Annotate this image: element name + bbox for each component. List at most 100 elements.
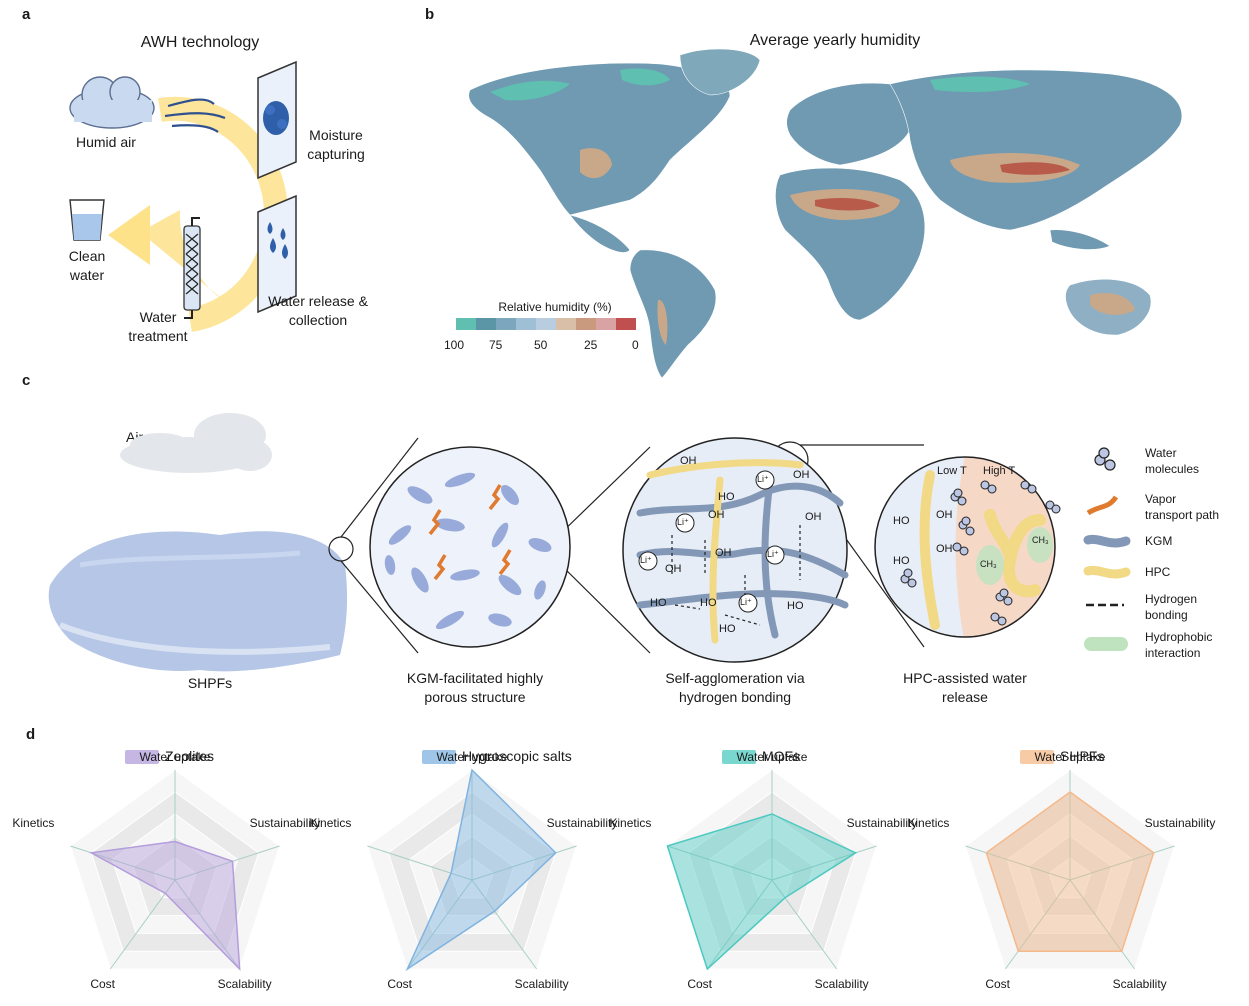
radar-data-polygon: [985, 791, 1155, 952]
water-treatment-column-icon: [183, 217, 201, 319]
material-name-2: MOFs: [762, 748, 801, 764]
legend-hpc: HPC: [1145, 565, 1171, 579]
li-ion-5: Li⁺: [757, 474, 769, 484]
radar-chart-3: [964, 769, 1176, 970]
radar-axis-label: Scalability: [1112, 976, 1167, 991]
radar-axis-label: Kinetics: [609, 816, 652, 830]
panel-label-d: d: [26, 726, 36, 743]
radar-axis-line: [771, 879, 838, 970]
radar-axis-label: Scalability: [514, 976, 569, 991]
awh-cycle-diagram: [69, 60, 297, 332]
water-treatment-label: Water treatment: [128, 309, 188, 344]
radar-axis-line: [367, 845, 473, 881]
ho-label-6: HO: [893, 515, 910, 527]
ho-label-3: HO: [700, 597, 717, 609]
legend-tick-50: 50: [534, 338, 548, 352]
radar-axis-line: [471, 845, 577, 881]
ho-label-7: HO: [893, 555, 910, 567]
caption-hydrogen-bonding: Self-agglomeration via hydrogen bonding: [665, 670, 805, 705]
li-ion-3: Li⁺: [767, 549, 779, 559]
radar-axis-label: Kinetics: [907, 816, 950, 830]
porous-structure-zoom: [369, 446, 571, 648]
oh-label-2: OH: [708, 509, 725, 521]
radar-axis-line: [1069, 845, 1175, 881]
legend-hydrophobic: Hydrophobic interaction: [1145, 630, 1213, 660]
vapor-path-icon: [1086, 495, 1119, 516]
legend-swatch-1: [476, 318, 496, 330]
world-humidity-map: [468, 48, 1183, 379]
moisture-capturing-label: Moisture capturing: [307, 127, 365, 162]
ho-label-2: HO: [650, 597, 667, 609]
panel-label-a: a: [22, 6, 31, 23]
vapor-paths: [428, 484, 512, 581]
legend-swatch-3: [516, 318, 536, 330]
radar-axis-label: Water uptake: [1034, 750, 1106, 764]
ho-label-5: HO: [719, 623, 736, 635]
legend-tick-100: 100: [444, 338, 465, 352]
material-name-0: Zeolites: [165, 748, 215, 764]
legend-tick-0: 0: [632, 338, 639, 352]
asia: [889, 69, 1183, 231]
oh-label-7: OH: [936, 509, 953, 521]
map-title: Average yearly humidity: [749, 32, 921, 49]
humid-air-label: Humid air: [76, 134, 136, 150]
material-name-1: Hygroscopic salts: [462, 748, 572, 764]
legend-kgm: KGM: [1145, 534, 1173, 548]
wind-icon: [164, 98, 226, 133]
material-legend-swatch: [722, 750, 756, 764]
legend-swatch-2: [496, 318, 516, 330]
water-molecules-icon: [1094, 447, 1116, 471]
oh-label-4: OH: [805, 511, 822, 523]
panel-b: Average yearly humidity: [430, 0, 1240, 380]
hydrophobic-icon: [1084, 637, 1128, 651]
radar-data-polygon: [88, 840, 241, 971]
oh-label-6: OH: [715, 547, 732, 559]
glass-of-water-icon: [69, 199, 105, 241]
legend-swatch-8: [616, 318, 636, 330]
oh-label-1: OH: [680, 455, 697, 467]
water-release-label: Water release & collection: [268, 293, 368, 328]
radar-axis-line: [174, 845, 280, 881]
legend-swatch-5: [556, 318, 576, 330]
water-release-panel-icon: [257, 194, 297, 314]
se-asia: [1049, 229, 1111, 250]
shpf-mechanism-diagram: [48, 413, 1131, 672]
material-legend-swatch: [125, 750, 159, 764]
radar-axis-line: [771, 845, 877, 881]
radar-data-polygon: [405, 768, 557, 972]
radar-axis-label: Water uptake: [736, 750, 808, 764]
europe: [786, 82, 915, 166]
li-ion-4: Li⁺: [740, 597, 752, 607]
awh-title: AWH technology: [140, 34, 260, 51]
radar-chart-1: [366, 768, 578, 972]
hpc-release-zoom: [874, 456, 1061, 638]
legend-vapor-path: Vapor transport path: [1145, 492, 1220, 522]
shpfs-label: SHPFs: [187, 675, 233, 691]
air-cloud-icon: [120, 413, 272, 473]
radar-axis-label: Cost: [387, 976, 413, 991]
radar-axis-label: Scalability: [217, 976, 272, 991]
caption-water-release: HPC-assisted water release: [903, 670, 1027, 705]
radar-axis-line: [406, 879, 473, 970]
legend-tick-75: 75: [489, 338, 503, 352]
oh-label-8: OH: [936, 543, 953, 555]
central-america: [569, 214, 631, 253]
ho-label-4: HO: [787, 600, 804, 612]
material-legend-swatch: [1020, 750, 1054, 764]
oh-label-5: OH: [665, 563, 682, 575]
continents: [468, 48, 1183, 379]
humidity-legend-ticks: 100 75 50 25 0: [444, 338, 644, 354]
radar-axis-label: Water uptake: [436, 750, 508, 764]
radar-axis-label: Sustainability: [846, 816, 918, 830]
radar-axis-line: [109, 879, 176, 970]
hydrogen-bonding-zoom: [622, 437, 849, 663]
legend-swatch-4: [536, 318, 556, 330]
li-ion-2: Li⁺: [640, 555, 652, 565]
legend-swatch-6: [576, 318, 596, 330]
legend-icons: [1083, 447, 1131, 651]
ch3-label-1: CH₃: [980, 559, 997, 569]
moisture-panel-icon: [257, 60, 297, 180]
radar-chart-2: [666, 769, 878, 971]
legend-hydrogen-bonding: Hydrogen bonding: [1145, 592, 1198, 622]
panel-label-b: b: [425, 6, 435, 23]
